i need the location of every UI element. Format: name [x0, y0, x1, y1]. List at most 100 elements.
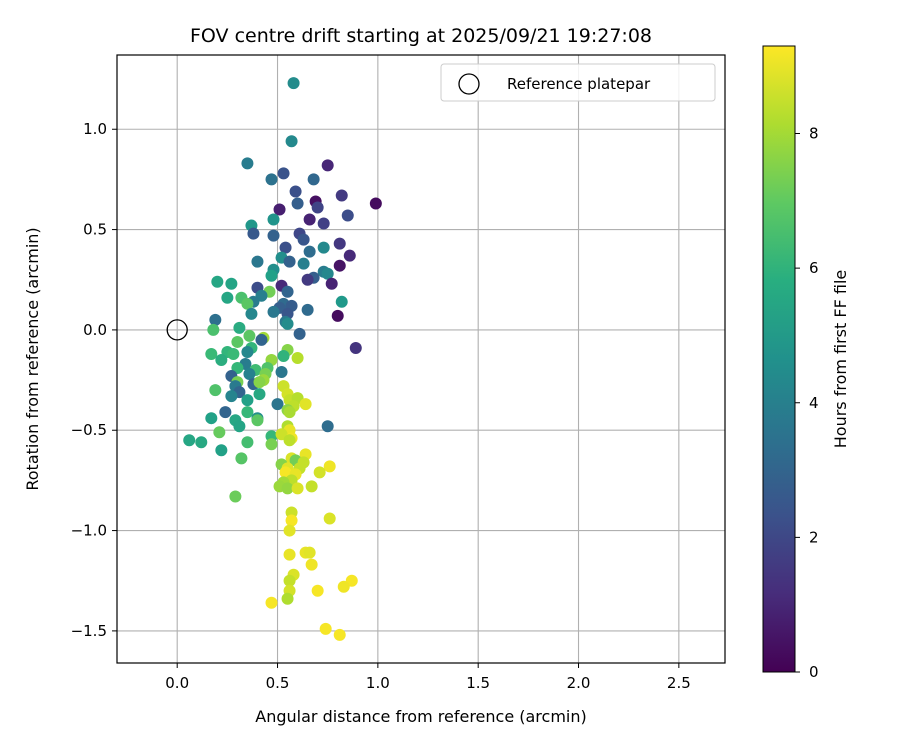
data-point	[219, 406, 232, 419]
data-point	[285, 135, 298, 148]
grid-lines	[117, 55, 725, 663]
data-point	[207, 323, 220, 336]
colorbar-label: Hours from first FF file	[831, 270, 850, 449]
data-point	[283, 406, 296, 419]
colorbar-tick-label: 6	[809, 259, 819, 277]
data-point	[349, 341, 362, 354]
data-point	[281, 482, 294, 495]
x-tick-label: 2.0	[567, 674, 591, 692]
data-point	[289, 185, 302, 198]
chart-title: FOV centre drift starting at 2025/09/21 …	[190, 25, 652, 47]
data-point	[335, 295, 348, 308]
x-axis-label: Angular distance from reference (arcmin)	[255, 707, 586, 726]
data-point	[205, 412, 218, 425]
data-point	[251, 414, 264, 427]
x-axis-ticks: 0.0 0.5 1.0 1.5 2.0 2.5	[165, 663, 691, 692]
x-tick-label: 1.0	[366, 674, 390, 692]
data-point	[247, 227, 260, 240]
data-point	[231, 335, 244, 348]
colorbar-tick-label: 0	[809, 663, 819, 681]
legend-box	[440, 63, 716, 102]
data-point	[221, 291, 234, 304]
data-point	[255, 333, 268, 346]
y-axis-ticks: 1.0 0.5 0.0 −0.5 −1.0 −1.5	[71, 120, 117, 640]
data-point	[333, 259, 346, 272]
data-point	[303, 213, 316, 226]
data-point	[291, 197, 304, 210]
data-point	[303, 245, 316, 258]
y-tick-label: 0.0	[83, 321, 107, 339]
y-axis-label: Rotation from reference (arcmin)	[23, 227, 42, 490]
data-point	[305, 558, 318, 571]
data-point	[287, 77, 300, 90]
data-point	[211, 275, 224, 288]
data-point	[209, 313, 222, 326]
data-point	[317, 217, 330, 230]
data-point	[297, 233, 310, 246]
data-point	[213, 426, 226, 439]
colorbar-tick-label: 8	[809, 125, 819, 143]
data-point	[307, 173, 320, 186]
data-point	[245, 307, 258, 320]
data-point	[291, 482, 304, 495]
data-point	[305, 480, 318, 493]
data-point	[311, 201, 324, 214]
data-point	[285, 514, 298, 527]
data-point	[311, 584, 324, 597]
data-point	[321, 267, 334, 280]
data-point	[233, 420, 246, 433]
data-point	[281, 592, 294, 605]
data-point	[267, 305, 280, 318]
data-point	[283, 524, 296, 537]
data-point	[241, 345, 254, 358]
data-point	[283, 434, 296, 447]
data-point	[233, 321, 246, 334]
legend: Reference platepar	[440, 63, 716, 102]
data-point	[279, 241, 292, 254]
data-point	[271, 398, 284, 411]
legend-reference-icon	[458, 73, 480, 95]
data-point	[283, 574, 296, 587]
reference-platepar-marker	[166, 319, 188, 341]
data-point	[281, 317, 294, 330]
data-point	[301, 273, 314, 286]
reference-marker-layer	[166, 319, 188, 341]
data-point	[225, 390, 238, 403]
data-point	[325, 277, 338, 290]
data-point	[253, 376, 266, 389]
data-point	[283, 548, 296, 561]
data-point	[333, 237, 346, 250]
x-tick-label: 1.5	[466, 674, 490, 692]
data-point	[301, 303, 314, 316]
data-point	[281, 285, 294, 298]
data-point	[265, 438, 278, 451]
data-point	[227, 347, 240, 360]
x-tick-label: 0.5	[266, 674, 290, 692]
data-point	[183, 434, 196, 447]
data-point	[253, 388, 266, 401]
colorbar-ticks: 0 2 4 6 8	[795, 125, 819, 681]
data-point	[241, 297, 254, 310]
colorbar-gradient	[763, 46, 795, 672]
plot-frame	[116, 54, 726, 664]
colorbar-tick-label: 2	[809, 528, 819, 546]
data-point	[333, 628, 346, 641]
colorbar-frame	[762, 45, 796, 673]
data-point	[267, 213, 280, 226]
data-point	[369, 197, 382, 210]
data-point	[243, 329, 256, 342]
data-point	[277, 349, 290, 362]
data-point	[321, 420, 334, 433]
data-point	[321, 159, 334, 172]
y-tick-label: −0.5	[71, 421, 107, 439]
data-point	[265, 173, 278, 186]
data-point	[291, 351, 304, 364]
data-point	[235, 452, 248, 465]
data-point	[195, 436, 208, 449]
colorbar: 0 2 4 6 8 Hours from first FF file	[762, 45, 850, 681]
data-point	[337, 580, 350, 593]
y-tick-label: −1.5	[71, 622, 107, 640]
data-point	[313, 466, 326, 479]
data-point	[243, 368, 256, 381]
